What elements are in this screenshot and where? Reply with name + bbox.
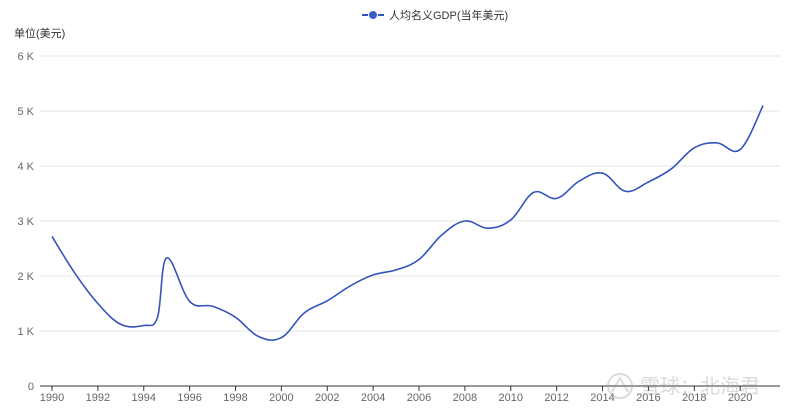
x-tick-label: 1992 bbox=[86, 392, 110, 404]
x-tick-label: 2020 bbox=[728, 392, 752, 404]
x-tick-label: 2014 bbox=[590, 392, 614, 404]
watermark: 雪球：北海君 bbox=[607, 373, 760, 399]
x-tick-label: 2004 bbox=[361, 392, 385, 404]
x-tick-label: 1994 bbox=[132, 392, 156, 404]
y-axis-unit-label: 单位(美元) bbox=[14, 26, 65, 40]
y-tick-label: 4 K bbox=[17, 161, 34, 173]
grid-lines bbox=[40, 55, 780, 332]
y-tick-labels: 0 1 K 2 K 3 K 4 K 5 K 6 K bbox=[17, 51, 34, 393]
y-tick-label: 1 K bbox=[17, 326, 34, 338]
x-tick-label: 2002 bbox=[315, 392, 339, 404]
series-line-0[interactable] bbox=[51, 105, 764, 341]
x-tick-label: 2006 bbox=[407, 392, 431, 404]
series-layer bbox=[51, 105, 764, 341]
x-tick-labels: 1990 1992 1994 1996 1998 2000 2002 2004 2006 2008… bbox=[40, 392, 753, 404]
watermark-logo-icon bbox=[607, 373, 633, 399]
x-tick-label: 1998 bbox=[223, 392, 247, 404]
axes bbox=[40, 385, 780, 391]
legend-marker bbox=[368, 10, 378, 20]
x-tick-label: 1990 bbox=[40, 392, 64, 404]
legend-label: 人均名义GDP(当年美元) bbox=[389, 8, 508, 22]
y-tick-label: 6 K bbox=[17, 51, 34, 63]
x-tick-label: 2000 bbox=[269, 392, 293, 404]
y-tick-label: 0 bbox=[28, 381, 34, 393]
y-tick-label: 2 K bbox=[17, 271, 34, 283]
x-tick-label: 2008 bbox=[453, 392, 477, 404]
y-tick-label: 5 K bbox=[17, 106, 34, 118]
x-tick-label: 2010 bbox=[499, 392, 523, 404]
x-tick-label: 2012 bbox=[544, 392, 568, 404]
x-tick-label: 2018 bbox=[682, 392, 706, 404]
x-tick-label: 1996 bbox=[177, 392, 201, 404]
x-tick-label: 2016 bbox=[636, 392, 660, 404]
y-tick-label: 3 K bbox=[17, 216, 34, 228]
watermark-text: 雪球：北海君 bbox=[640, 374, 760, 398]
legend[interactable]: 人均名义GDP(当年美元) bbox=[362, 8, 508, 22]
